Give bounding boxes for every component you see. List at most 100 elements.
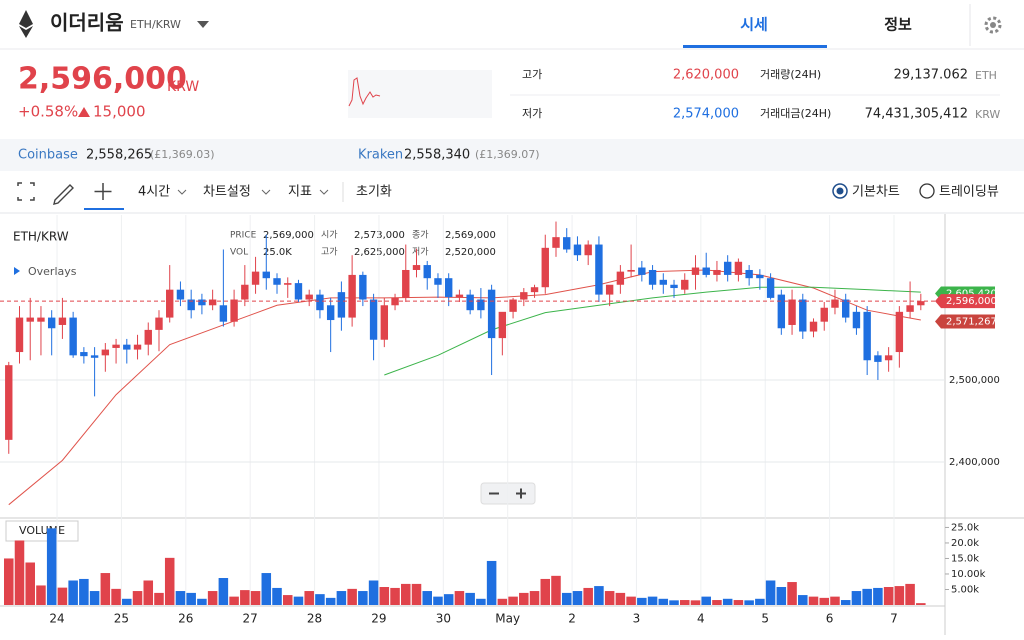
- candle-body: [80, 352, 88, 357]
- last-price: 2,596,000: [18, 62, 187, 97]
- crosshair-icon[interactable]: [94, 183, 112, 200]
- volume-bar: [840, 600, 851, 605]
- pair: ETH/KRW: [130, 18, 181, 31]
- caret: [319, 189, 329, 195]
- candle-body: [530, 287, 539, 293]
- volume-bar: [572, 591, 583, 605]
- price-tag-label: 2,605,420: [946, 288, 997, 299]
- candle-body: [799, 299, 807, 332]
- candle-body: [702, 267, 710, 275]
- x-tick-label: 2: [568, 612, 576, 626]
- turnover-unit: KRW: [975, 108, 1000, 121]
- radio-checked[interactable]: [832, 183, 848, 199]
- x-tick-label: 28: [307, 612, 322, 626]
- volume-bar: [336, 591, 347, 605]
- candle-body: [777, 294, 786, 329]
- candle-body: [241, 284, 249, 300]
- volume-bar: [561, 592, 572, 605]
- chart-settings[interactable]: 차트설정: [203, 185, 251, 200]
- candle-body: [863, 311, 871, 361]
- candle-body: [198, 299, 206, 306]
- volume-bar: [89, 591, 100, 605]
- volume-bar: [701, 596, 711, 605]
- exchange-name: Kraken: [358, 148, 403, 163]
- volume-bar: [637, 597, 647, 605]
- currency: KRW: [167, 79, 199, 95]
- mode[interactable]: 기본차트: [852, 185, 900, 200]
- volume-bar: [368, 580, 379, 605]
- indicators[interactable]: 지표: [288, 185, 312, 200]
- volume-bar: [529, 591, 540, 605]
- radio[interactable]: [919, 183, 935, 199]
- low-label: 저가: [522, 107, 542, 120]
- candle-body: [284, 283, 292, 285]
- candle-body: [809, 321, 818, 332]
- volume-bar: [626, 596, 636, 605]
- moving-average: [384, 286, 921, 376]
- candle-body: [670, 284, 678, 289]
- candle-body: [251, 271, 260, 285]
- candle-body: [455, 294, 464, 298]
- candle-body: [155, 317, 163, 330]
- volume-bar: [744, 600, 754, 605]
- reset[interactable]: 초기화: [356, 185, 392, 200]
- candle-body: [884, 355, 893, 361]
- candle-body: [734, 261, 743, 275]
- fullscreen-icon[interactable]: [17, 182, 35, 201]
- volume-bar: [36, 585, 46, 605]
- info-label: VOL: [230, 248, 248, 258]
- price-tag: [935, 294, 995, 309]
- candle-body: [144, 329, 152, 345]
- change: 15,000: [93, 103, 146, 121]
- overlays[interactable]: Overlays: [28, 265, 77, 278]
- volume-bar: [315, 594, 325, 605]
- candle-body: [380, 305, 389, 340]
- info-value: 2,625,000: [354, 247, 405, 258]
- candle-body: [498, 311, 507, 339]
- candle-body: [563, 237, 571, 250]
- candle-body: [112, 344, 120, 348]
- y-tick-label: 25.0k: [951, 522, 979, 533]
- volume-bar: [325, 597, 336, 605]
- volume-bar: [132, 591, 143, 605]
- x-tick-label: 3: [633, 612, 641, 626]
- candle-body: [595, 244, 603, 295]
- exchange-name: Coinbase: [18, 148, 78, 163]
- tab-active[interactable]: 시세: [740, 16, 768, 34]
- info-label: 저가: [412, 247, 429, 258]
- eth-icon: [19, 10, 33, 38]
- candle-body: [874, 355, 882, 362]
- candle-body: [219, 305, 228, 322]
- dropdown[interactable]: [197, 21, 209, 28]
- candle-body: [101, 349, 110, 356]
- zoom-in[interactable]: [516, 488, 526, 499]
- info-value: 25.0K: [263, 247, 292, 258]
- volume-bar: [293, 596, 304, 605]
- volume-bar: [261, 573, 272, 605]
- overlay-caret[interactable]: [14, 267, 20, 275]
- candle-body: [466, 294, 474, 311]
- settings-icon[interactable]: [984, 16, 1002, 34]
- draw-icon[interactable]: [53, 184, 74, 205]
- candle-body: [434, 278, 442, 285]
- candle-body: [423, 265, 431, 279]
- candle-body: [681, 279, 689, 290]
- info-value: 2,569,000: [263, 230, 314, 241]
- candle-body: [294, 283, 303, 300]
- volume-bar: [304, 591, 314, 605]
- tab[interactable]: 정보: [884, 16, 912, 34]
- candle-body: [756, 274, 764, 279]
- volume-bar: [347, 588, 357, 605]
- mode[interactable]: 트레이딩뷰: [939, 185, 999, 200]
- candle-body: [713, 269, 721, 275]
- candle-body: [648, 269, 657, 285]
- interval[interactable]: 4시간: [138, 185, 170, 200]
- y-tick-label: 5.00k: [951, 584, 979, 595]
- candle-body: [369, 299, 378, 340]
- volume-bar: [143, 580, 154, 605]
- volume-bar: [690, 600, 701, 605]
- volume-bar: [615, 592, 626, 605]
